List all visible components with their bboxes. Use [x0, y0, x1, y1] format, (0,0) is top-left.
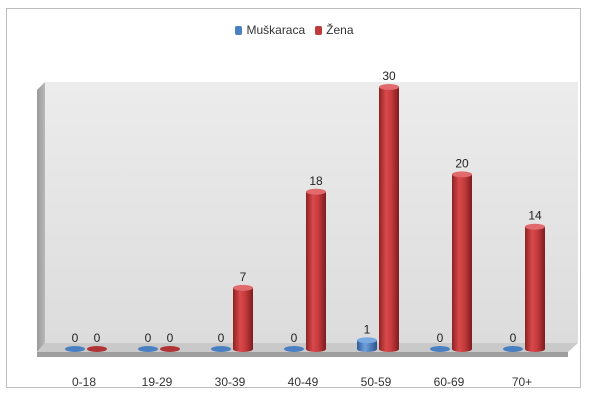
legend-item-men: Muškaraca [235, 23, 305, 37]
bar-top [233, 284, 253, 291]
x-tick-label: 60-69 [434, 375, 465, 389]
x-tick-label: 40-49 [288, 375, 319, 389]
bar-body [525, 226, 545, 352]
data-label: 18 [309, 174, 323, 188]
bar-body [357, 340, 377, 352]
bar-top [525, 223, 545, 230]
bar-Žena-60-69 [452, 171, 472, 352]
bar-Muškaraca-70+ [503, 346, 523, 352]
bar-base [211, 346, 231, 352]
bar-Muškaraca-50-59 [357, 337, 377, 352]
bar-base [65, 346, 85, 352]
x-tick-label: 30-39 [215, 375, 246, 389]
data-label: 7 [240, 270, 247, 284]
data-label: 0 [510, 331, 517, 345]
bar-top [379, 84, 399, 90]
bar-Žena-0-18 [87, 346, 107, 352]
x-tick-label: 19-29 [142, 375, 173, 389]
chart-labels: 0 0 0-18 0 0 19-29 0 7 30-39 0 18 40-49 1 30 50-59 0 20 6… [72, 69, 542, 389]
bar-body [233, 287, 253, 352]
data-label: 0 [72, 331, 79, 345]
data-label: 0 [291, 331, 298, 345]
bar-base [503, 346, 523, 352]
floor-front [37, 352, 568, 357]
bar-top [306, 188, 326, 195]
data-label: 0 [145, 331, 152, 345]
legend-label-men: Muškaraca [246, 23, 306, 37]
data-label: 1 [364, 322, 371, 336]
bar-Muškaraca-60-69 [430, 346, 450, 352]
bar-base [284, 346, 304, 352]
bar-top [357, 337, 377, 344]
bar-body [379, 87, 399, 352]
x-tick-label: 50-59 [361, 375, 392, 389]
x-tick-label: 70+ [512, 375, 532, 389]
bar-base [87, 346, 107, 352]
bar-body [306, 191, 326, 352]
chart-legend: Muškaraca Žena [0, 23, 589, 37]
data-label: 30 [382, 69, 396, 83]
bar-Muškaraca-40-49 [284, 346, 304, 352]
bar-top [452, 171, 472, 178]
bar-Muškaraca-0-18 [65, 346, 85, 352]
x-tick-label: 0-18 [72, 375, 96, 389]
bar-Žena-70+ [525, 223, 545, 352]
legend-label-women: Žena [326, 23, 354, 37]
bar-base [138, 346, 158, 352]
bar-Žena-50-59 [379, 84, 399, 352]
bar-Žena-40-49 [306, 188, 326, 352]
legend-item-women: Žena [315, 23, 354, 37]
bar-Žena-19-29 [160, 346, 180, 352]
bar-base [430, 346, 450, 352]
legend-swatch-women [315, 25, 323, 35]
data-label: 0 [437, 331, 444, 345]
data-label: 0 [218, 331, 225, 345]
chart-bars [65, 84, 545, 352]
side-wall [37, 82, 45, 352]
bar-body [452, 174, 472, 352]
bar-Muškaraca-19-29 [138, 346, 158, 352]
data-label: 0 [94, 331, 101, 345]
data-label: 20 [455, 156, 469, 170]
data-label: 0 [167, 331, 174, 345]
legend-swatch-men [235, 25, 243, 35]
data-label: 14 [528, 209, 542, 223]
bar-Muškaraca-30-39 [211, 346, 231, 352]
bar-Žena-30-39 [233, 284, 253, 352]
bar-base [160, 346, 180, 352]
